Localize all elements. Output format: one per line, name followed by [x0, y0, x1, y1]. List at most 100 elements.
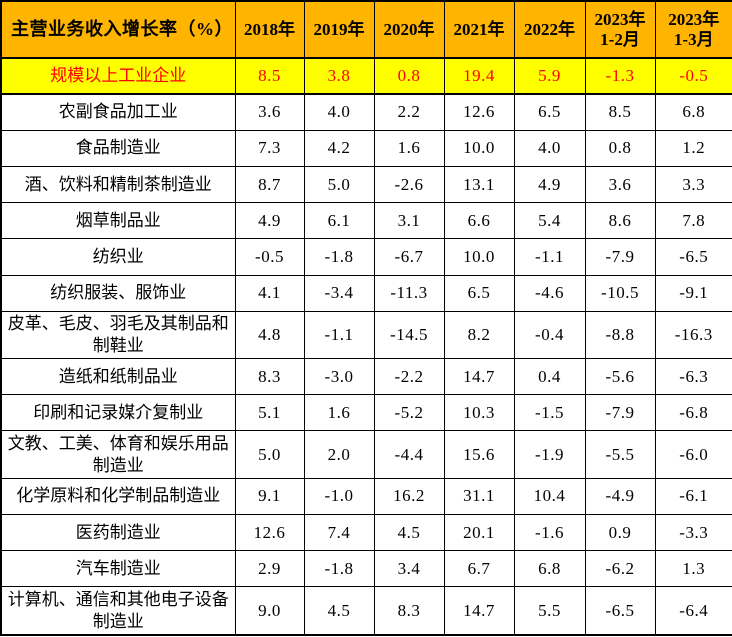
- row-label: 皮革、毛皮、羽毛及其制品和制鞋业: [0, 310, 236, 360]
- row-label: 造纸和纸制品业: [0, 358, 236, 396]
- value-cell: 19.4: [443, 56, 515, 96]
- value-cell: 13.1: [443, 166, 515, 204]
- value-cell: 9.1: [234, 477, 305, 516]
- value-cell: 4.0: [303, 93, 375, 131]
- row-label: 纺织业: [0, 238, 236, 276]
- value-cell: -10.5: [584, 274, 656, 312]
- value-cell: -6.1: [654, 477, 732, 516]
- value-cell: -0.5: [234, 238, 305, 276]
- row-label: 计算机、通信和其他电子设备制造业: [0, 586, 236, 636]
- value-cell: -6.0: [654, 430, 732, 479]
- table-row: 农副食品加工业 3.6 4.0 2.2 12.6 6.5 8.5 6.8: [0, 93, 732, 131]
- value-cell: 4.0: [513, 129, 586, 168]
- table-title: 主营业务收入增长率（%）: [0, 0, 236, 59]
- value-cell: 10.4: [513, 477, 586, 516]
- value-cell: 3.6: [584, 166, 656, 204]
- value-cell: 1.2: [654, 129, 732, 168]
- row-label: 食品制造业: [0, 129, 236, 168]
- value-cell: 4.2: [303, 129, 375, 168]
- row-label: 汽车制造业: [0, 550, 236, 588]
- value-cell: 4.1: [234, 274, 305, 312]
- value-cell: -0.4: [513, 310, 586, 360]
- value-cell: -4.6: [513, 274, 586, 312]
- value-cell: 7.3: [234, 129, 305, 168]
- value-cell: -2.2: [373, 358, 445, 396]
- value-cell: 0.4: [513, 358, 586, 396]
- row-label: 烟草制品业: [0, 202, 236, 240]
- value-cell: 4.5: [303, 586, 375, 636]
- value-cell: 4.9: [234, 202, 305, 240]
- column-header-2023-jan-mar: 2023年 1-3月: [654, 0, 732, 59]
- value-cell: 6.1: [303, 202, 375, 240]
- value-cell: -14.5: [373, 310, 445, 360]
- value-cell: 1.3: [654, 550, 732, 588]
- value-cell: 2.2: [373, 93, 445, 131]
- value-cell: -4.9: [584, 477, 656, 516]
- value-cell: -6.5: [654, 238, 732, 276]
- value-cell: -1.9: [513, 430, 586, 479]
- value-cell: 4.5: [373, 514, 445, 552]
- value-cell: 5.0: [303, 166, 375, 204]
- value-cell: 7.8: [654, 202, 732, 240]
- value-cell: 5.4: [513, 202, 586, 240]
- value-cell: 3.3: [654, 166, 732, 204]
- value-cell: 5.1: [234, 394, 305, 432]
- value-cell: -1.1: [513, 238, 586, 276]
- value-cell: -6.3: [654, 358, 732, 396]
- value-cell: 15.6: [443, 430, 515, 479]
- value-cell: 1.6: [303, 394, 375, 432]
- value-cell: 3.8: [303, 56, 375, 96]
- value-cell: -0.5: [654, 56, 732, 96]
- value-cell: 8.2: [443, 310, 515, 360]
- value-cell: 5.0: [234, 430, 305, 479]
- value-cell: 9.0: [234, 586, 305, 636]
- value-cell: -4.4: [373, 430, 445, 479]
- value-cell: 0.8: [584, 129, 656, 168]
- value-cell: -7.9: [584, 238, 656, 276]
- value-cell: -16.3: [654, 310, 732, 360]
- value-cell: 16.2: [373, 477, 445, 516]
- row-label: 酒、饮料和精制茶制造业: [0, 166, 236, 204]
- highlight-row: 规模以上工业企业 8.5 3.8 0.8 19.4 5.9 -1.3 -0.5: [0, 56, 732, 96]
- table-row: 皮革、毛皮、羽毛及其制品和制鞋业 4.8 -1.1 -14.5 8.2 -0.4 -8.8-…: [0, 310, 732, 360]
- value-cell: -6.7: [373, 238, 445, 276]
- column-header-2021: 2021年: [443, 0, 515, 59]
- value-cell: 5.9: [513, 56, 586, 96]
- value-cell: 3.4: [373, 550, 445, 588]
- row-label: 医药制造业: [0, 514, 236, 552]
- value-cell: 10.0: [443, 238, 515, 276]
- value-cell: 8.3: [234, 358, 305, 396]
- value-cell: 5.5: [513, 586, 586, 636]
- value-cell: 10.0: [443, 129, 515, 168]
- value-cell: -2.6: [373, 166, 445, 204]
- table-row: 纺织业 -0.5 -1.8 -6.7 10.0 -1.1 -7.9 -6.5: [0, 238, 732, 276]
- value-cell: -8.8: [584, 310, 656, 360]
- value-cell: -5.5: [584, 430, 656, 479]
- value-cell: 10.3: [443, 394, 515, 432]
- value-cell: 2.9: [234, 550, 305, 588]
- value-cell: 6.7: [443, 550, 515, 588]
- row-label: 文教、工美、体育和娱乐用品制造业: [0, 430, 236, 479]
- table-row: 计算机、通信和其他电子设备制造业 9.0 4.5 8.3 14.7 5.5 -6.5 -6.4: [0, 586, 732, 636]
- value-cell: -6.4: [654, 586, 732, 636]
- value-cell: 14.7: [443, 358, 515, 396]
- table-row: 医药制造业 12.6 7.4 4.5 20.1 -1.6 0.9 -3.3: [0, 514, 732, 552]
- row-label: 印刷和记录媒介复制业: [0, 394, 236, 432]
- value-cell: 0.8: [373, 56, 445, 96]
- value-cell: -1.1: [303, 310, 375, 360]
- row-label: 农副食品加工业: [0, 93, 236, 131]
- value-cell: -7.9: [584, 394, 656, 432]
- value-cell: -5.6: [584, 358, 656, 396]
- value-cell: 1.6: [373, 129, 445, 168]
- value-cell: -6.2: [584, 550, 656, 588]
- value-cell: 14.7: [443, 586, 515, 636]
- column-header-2019: 2019年: [303, 0, 375, 59]
- value-cell: 4.9: [513, 166, 586, 204]
- header-row: 主营业务收入增长率（%） 2018年 2019年 2020年 2021年 202…: [0, 0, 732, 59]
- table-row: 造纸和纸制品业 8.3 -3.0 -2.2 14.7 0.4 -5.6 -6.3: [0, 358, 732, 396]
- table-row: 纺织服装、服饰业 4.1 -3.4 -11.3 6.5 -4.6 -10.5 -9.1: [0, 274, 732, 312]
- value-cell: -6.8: [654, 394, 732, 432]
- value-cell: 6.5: [443, 274, 515, 312]
- value-cell: -1.8: [303, 550, 375, 588]
